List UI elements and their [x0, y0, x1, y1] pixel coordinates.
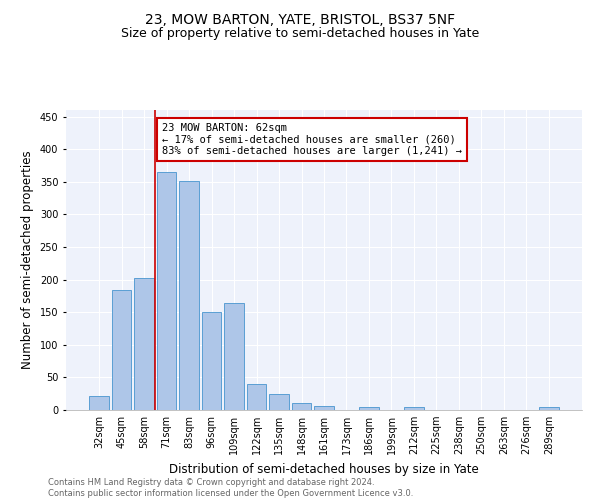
- X-axis label: Distribution of semi-detached houses by size in Yate: Distribution of semi-detached houses by …: [169, 462, 479, 475]
- Bar: [89, 396, 109, 410]
- Y-axis label: Number of semi-detached properties: Number of semi-detached properties: [21, 150, 34, 370]
- Text: Contains HM Land Registry data © Crown copyright and database right 2024.
Contai: Contains HM Land Registry data © Crown c…: [48, 478, 413, 498]
- Bar: [224, 303, 244, 410]
- Bar: [269, 394, 289, 410]
- Bar: [292, 404, 311, 410]
- Bar: [404, 406, 424, 410]
- Bar: [134, 278, 154, 410]
- Bar: [314, 406, 334, 410]
- Text: Size of property relative to semi-detached houses in Yate: Size of property relative to semi-detach…: [121, 28, 479, 40]
- Bar: [539, 406, 559, 410]
- Bar: [359, 406, 379, 410]
- Text: 23 MOW BARTON: 62sqm
← 17% of semi-detached houses are smaller (260)
83% of semi: 23 MOW BARTON: 62sqm ← 17% of semi-detac…: [162, 123, 462, 156]
- Text: 23, MOW BARTON, YATE, BRISTOL, BS37 5NF: 23, MOW BARTON, YATE, BRISTOL, BS37 5NF: [145, 12, 455, 26]
- Bar: [112, 290, 131, 410]
- Bar: [179, 181, 199, 410]
- Bar: [157, 172, 176, 410]
- Bar: [202, 312, 221, 410]
- Bar: [247, 384, 266, 410]
